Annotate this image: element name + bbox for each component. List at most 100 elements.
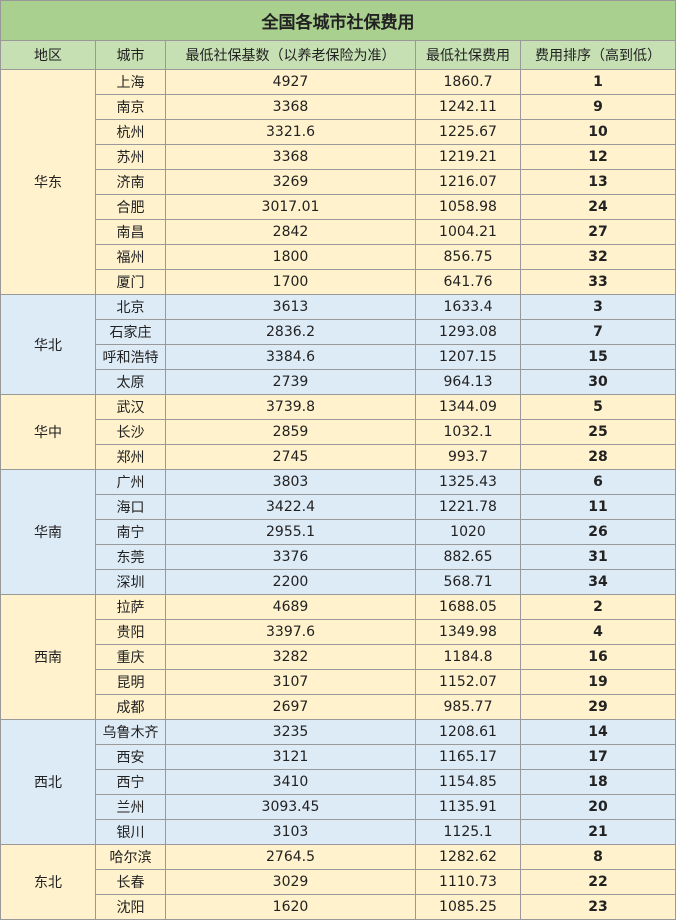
- base: 2764.5: [165, 844, 416, 870]
- rank: 20: [519, 794, 676, 820]
- rank: 11: [519, 494, 676, 520]
- data-row: 苏州 3368 1219.21 12: [0, 144, 676, 170]
- data-row: 福州 1800 856.75 32: [0, 244, 676, 270]
- base: 2745: [165, 444, 416, 470]
- rank: 33: [519, 269, 676, 295]
- fee: 856.75: [415, 244, 521, 270]
- city: 东莞: [95, 544, 166, 570]
- city: 厦门: [95, 269, 166, 295]
- base: 3422.4: [165, 494, 416, 520]
- region: 东北: [0, 844, 96, 920]
- data-row: 华南 广州 3803 1325.43 6: [0, 469, 676, 595]
- data-row: 太原 2739 964.13 30: [0, 369, 676, 395]
- city: 哈尔滨: [95, 844, 166, 870]
- data-row: 济南 3269 1216.07 13: [0, 169, 676, 195]
- rank: 13: [519, 169, 676, 195]
- fee: 1154.85: [415, 769, 521, 795]
- fee: 1110.73: [415, 869, 521, 895]
- rank: 14: [519, 719, 676, 745]
- rank: 31: [519, 544, 676, 570]
- rank: 32: [519, 244, 676, 270]
- base: 3269: [165, 169, 416, 195]
- city: 武汉: [95, 394, 166, 420]
- rank: 34: [519, 569, 676, 595]
- city: 海口: [95, 494, 166, 520]
- rank: 25: [519, 419, 676, 445]
- data-row: 南京 3368 1242.11 9: [0, 94, 676, 120]
- rank: 23: [519, 894, 676, 920]
- base: 3613: [165, 294, 416, 320]
- rank: 29: [519, 694, 676, 720]
- base: 3397.6: [165, 619, 416, 645]
- fee: 1207.15: [415, 344, 521, 370]
- header-cell: 最低社保基数（以养老保险为准）: [165, 40, 416, 70]
- data-row: 沈阳 1620 1085.25 23: [0, 894, 676, 920]
- fee: 1344.09: [415, 394, 521, 420]
- data-row: 华中 武汉 3739.8 1344.09 5: [0, 394, 676, 470]
- fee: 1688.05: [415, 594, 521, 620]
- data-row: 合肥 3017.01 1058.98 24: [0, 194, 676, 220]
- fee: 1020: [415, 519, 521, 545]
- fee: 1860.7: [415, 69, 521, 95]
- rank: 15: [519, 344, 676, 370]
- data-row: 长春 3029 1110.73 22: [0, 869, 676, 895]
- fee: 1135.91: [415, 794, 521, 820]
- data-row: 杭州 3321.6 1225.67 10: [0, 119, 676, 145]
- rank: 7: [519, 319, 676, 345]
- region: 华南: [0, 469, 96, 595]
- base: 2859: [165, 419, 416, 445]
- base: 3121: [165, 744, 416, 770]
- city: 福州: [95, 244, 166, 270]
- title-row: 全国各城市社保费用: [0, 0, 676, 41]
- city: 兰州: [95, 794, 166, 820]
- city: 上海: [95, 69, 166, 95]
- fee: 1125.1: [415, 819, 521, 845]
- data-row: 重庆 3282 1184.8 16: [0, 644, 676, 670]
- rank: 30: [519, 369, 676, 395]
- base: 3282: [165, 644, 416, 670]
- base: 2697: [165, 694, 416, 720]
- base: 3029: [165, 869, 416, 895]
- city: 西宁: [95, 769, 166, 795]
- rank: 21: [519, 819, 676, 845]
- city: 呼和浩特: [95, 344, 166, 370]
- data-row: 东莞 3376 882.65 31: [0, 544, 676, 570]
- fee: 1184.8: [415, 644, 521, 670]
- base: 3017.01: [165, 194, 416, 220]
- rank: 27: [519, 219, 676, 245]
- city: 南京: [95, 94, 166, 120]
- fee: 1242.11: [415, 94, 521, 120]
- city: 成都: [95, 694, 166, 720]
- base: 3368: [165, 94, 416, 120]
- city: 太原: [95, 369, 166, 395]
- fee: 1216.07: [415, 169, 521, 195]
- region: 西北: [0, 719, 96, 845]
- base: 3093.45: [165, 794, 416, 820]
- region: 华北: [0, 294, 96, 395]
- fee: 1165.17: [415, 744, 521, 770]
- rank: 2: [519, 594, 676, 620]
- data-row: 石家庄 2836.2 1293.08 7: [0, 319, 676, 345]
- rank: 12: [519, 144, 676, 170]
- fee: 1032.1: [415, 419, 521, 445]
- city: 昆明: [95, 669, 166, 695]
- rank: 22: [519, 869, 676, 895]
- city: 拉萨: [95, 594, 166, 620]
- rank: 5: [519, 394, 676, 420]
- data-row: 厦门 1700 641.76 33: [0, 269, 676, 295]
- region: 华东: [0, 69, 96, 295]
- base: 3368: [165, 144, 416, 170]
- fee: 1349.98: [415, 619, 521, 645]
- base: 2842: [165, 219, 416, 245]
- data-row: 华北 北京 3613 1633.4 3: [0, 294, 676, 395]
- base: 3235: [165, 719, 416, 745]
- fee: 1152.07: [415, 669, 521, 695]
- rank: 3: [519, 294, 676, 320]
- city: 济南: [95, 169, 166, 195]
- fee: 882.65: [415, 544, 521, 570]
- city: 深圳: [95, 569, 166, 595]
- base: 1800: [165, 244, 416, 270]
